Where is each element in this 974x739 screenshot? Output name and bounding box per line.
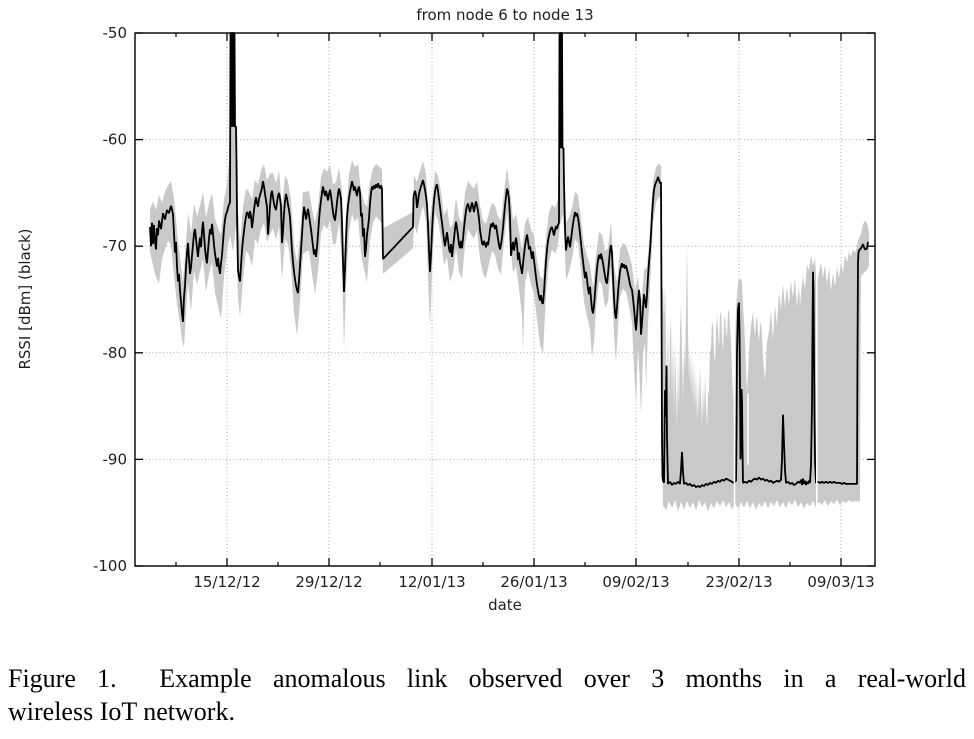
figure-caption-line1: Figure 1. Example anomalous link observe… bbox=[8, 664, 966, 693]
rssi-spread-band bbox=[150, 123, 869, 512]
y-tick-label: -50 bbox=[103, 24, 128, 42]
x-tick-label: 09/02/13 bbox=[602, 573, 669, 591]
rssi-mean-line bbox=[149, 32, 869, 488]
x-tick-label: 09/03/13 bbox=[807, 573, 874, 591]
figure-caption: Figure 1. Example anomalous link observe… bbox=[8, 662, 966, 728]
axis-ticks bbox=[135, 32, 875, 567]
y-tick-label: -80 bbox=[103, 344, 128, 362]
y-tick-label: -100 bbox=[93, 557, 127, 575]
chart-area: 15/12/12 29/12/12 12/01/13 26/01/13 09/02/13… bbox=[16, 6, 876, 614]
y-tick-labels: -50 -60 -70 -80 -90 -100 bbox=[93, 24, 127, 575]
y-axis-label: RSSI [dBm] (black) bbox=[16, 228, 34, 370]
y-tick-label: -60 bbox=[103, 131, 128, 149]
x-tick-label: 23/02/13 bbox=[705, 573, 772, 591]
x-tick-label: 12/01/13 bbox=[398, 573, 465, 591]
chart-title: from node 6 to node 13 bbox=[416, 6, 594, 24]
axis-frame bbox=[134, 32, 876, 567]
band-white-gaps bbox=[733, 272, 818, 515]
x-tick-label: 29/12/12 bbox=[295, 573, 362, 591]
x-tick-label: 15/12/12 bbox=[193, 573, 260, 591]
x-tick-label: 26/01/13 bbox=[500, 573, 567, 591]
x-tick-labels: 15/12/12 29/12/12 12/01/13 26/01/13 09/02/13… bbox=[193, 573, 874, 591]
y-tick-label: -90 bbox=[103, 450, 128, 468]
figure-caption-line2: wireless IoT network. bbox=[8, 697, 235, 726]
y-tick-label: -70 bbox=[103, 237, 128, 255]
x-axis-label: date bbox=[488, 596, 522, 614]
rssi-time-series-chart: 15/12/12 29/12/12 12/01/13 26/01/13 09/02/13… bbox=[93, 24, 876, 591]
